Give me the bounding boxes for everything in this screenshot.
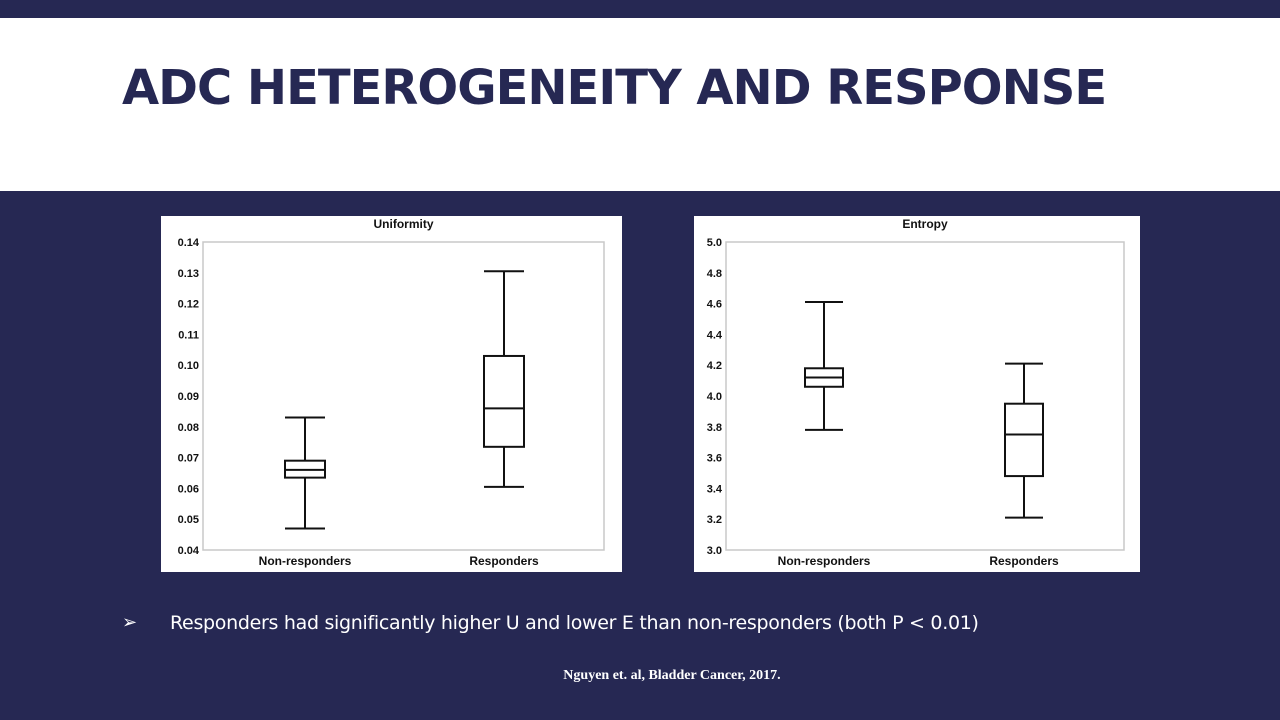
y-tick-label: 4.6 bbox=[707, 299, 722, 311]
plot-frame bbox=[202, 241, 605, 551]
uniformity-boxplot: Uniformity 0.04 0.05 0.06 0.07 0.08 0.09 0.10 0.… bbox=[178, 217, 605, 568]
y-tick-label: 0.05 bbox=[178, 514, 199, 526]
y-tick-label: 0.09 bbox=[178, 391, 199, 403]
entropy-chart-panel: Entropy 3.0 3.2 3.4 3.6 3.8 4.0 4.2 4.4 4.6 4.8 5.0… bbox=[694, 216, 1140, 572]
title-band bbox=[0, 18, 1280, 191]
iqr-box bbox=[483, 354, 525, 448]
citation: Nguyen et. al, Bladder Cancer, 2017. bbox=[563, 668, 781, 683]
y-tick-label: 5.0 bbox=[707, 237, 722, 249]
y-tick-label: 3.4 bbox=[707, 483, 723, 495]
y-tick-label: 0.10 bbox=[178, 360, 199, 372]
uniformity-chart-panel: Uniformity 0.04 0.05 0.06 0.07 0.08 0.09 0.10 0.… bbox=[161, 216, 622, 572]
y-tick-label: 0.14 bbox=[178, 237, 200, 249]
y-tick-label: 3.6 bbox=[707, 453, 722, 465]
y-tick-label: 0.06 bbox=[178, 483, 199, 495]
x-category-label: Responders bbox=[469, 554, 539, 568]
plot-frame bbox=[725, 241, 1125, 551]
arrow-bullet-icon: ➢ bbox=[122, 612, 138, 633]
y-tick-label: 4.4 bbox=[707, 329, 723, 341]
y-tick-label: 0.13 bbox=[178, 268, 199, 280]
y-tick-label: 4.2 bbox=[707, 360, 722, 372]
iqr-box bbox=[1004, 402, 1044, 478]
y-tick-label: 3.0 bbox=[707, 545, 722, 557]
entropy-boxplot: Entropy 3.0 3.2 3.4 3.6 3.8 4.0 4.2 4.4 4.6 4.8 5.0… bbox=[707, 217, 1125, 568]
x-category-label: Non-responders bbox=[778, 554, 871, 568]
chart-title: Entropy bbox=[902, 217, 948, 231]
y-tick-label: 3.8 bbox=[707, 422, 722, 434]
top-accent-bar bbox=[0, 0, 1280, 18]
finding-text: Responders had significantly higher U an… bbox=[170, 612, 979, 634]
y-tick-label: 0.04 bbox=[178, 545, 200, 557]
chart-title: Uniformity bbox=[374, 217, 434, 231]
y-tick-label: 4.0 bbox=[707, 391, 722, 403]
x-category-label: Non-responders bbox=[259, 554, 352, 568]
y-tick-label: 4.8 bbox=[707, 268, 722, 280]
y-tick-label: 0.12 bbox=[178, 299, 199, 311]
slide-title: ADC HETEROGENEITY AND RESPONSE bbox=[122, 60, 1107, 116]
y-tick-label: 0.11 bbox=[178, 329, 199, 341]
y-tick-label: 0.07 bbox=[178, 453, 199, 465]
x-category-label: Responders bbox=[989, 554, 1059, 568]
y-tick-label: 0.08 bbox=[178, 422, 199, 434]
y-tick-label: 3.2 bbox=[707, 514, 722, 526]
